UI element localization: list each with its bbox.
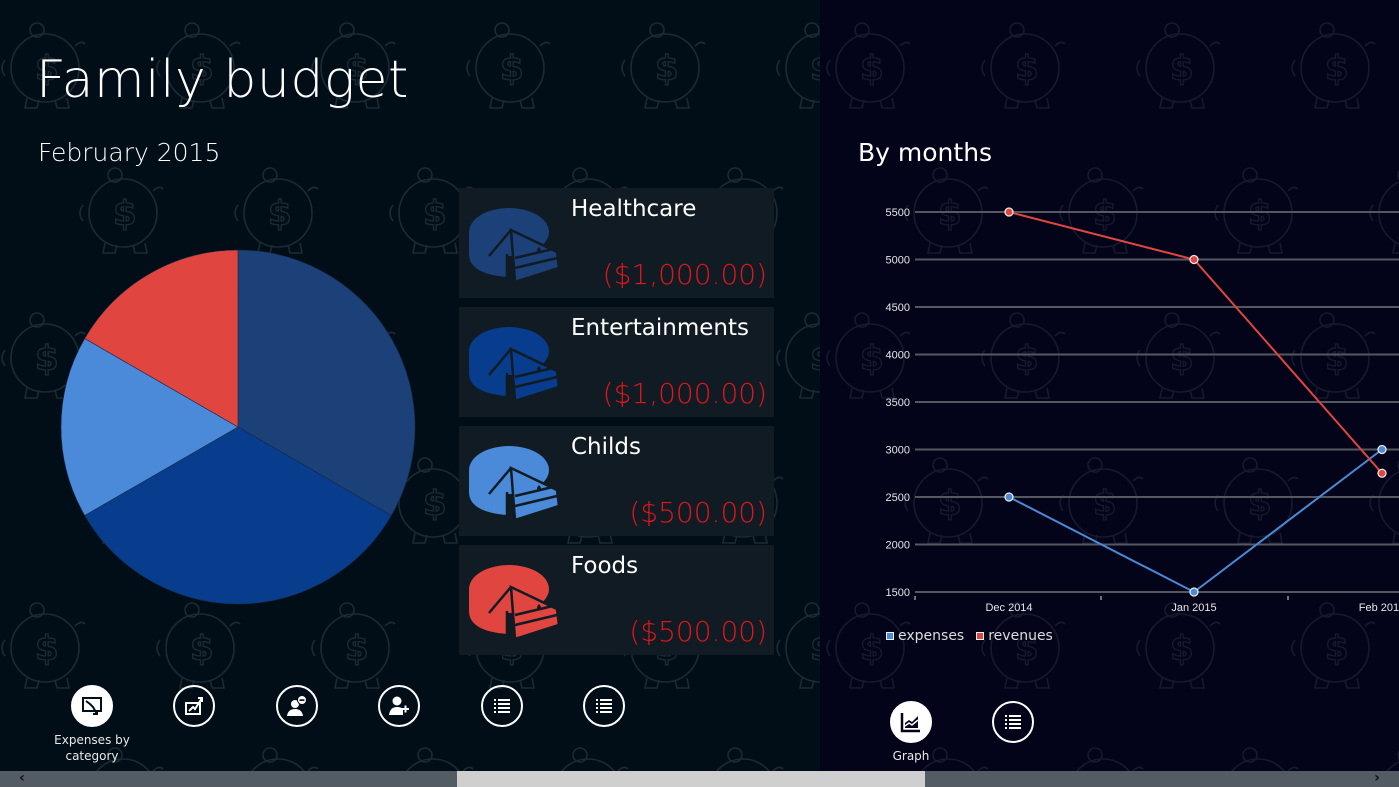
legend-item-revenues: revenues (976, 628, 1053, 644)
svg-text:5500: 5500 (886, 207, 910, 219)
svg-text:$: $ (113, 194, 137, 234)
svg-text:$: $ (345, 629, 369, 669)
chart-legend: expenses revenues (886, 628, 1053, 644)
data-point-expenses[interactable] (1189, 587, 1199, 597)
svg-text:Dec 2014: Dec 2014 (985, 602, 1032, 614)
scroll-left-arrow-icon[interactable]: ‹ (19, 770, 25, 786)
category-amount: ($1,000.00) (602, 377, 767, 410)
category-tile-healthcare[interactable]: Healthcare ($1,000.00) (459, 188, 774, 298)
svg-text:$: $ (1325, 629, 1349, 669)
svg-text:$: $ (423, 194, 447, 234)
list-icon (992, 701, 1034, 743)
svg-text:2000: 2000 (886, 540, 910, 552)
monthly-line-chart: 1500 2000 2500 3000 3500 4000 4500 5000 5500 Dec … (820, 190, 1399, 630)
remove-user-button[interactable] (245, 685, 349, 727)
category-name: Foods (571, 553, 639, 579)
data-point-revenues[interactable] (1004, 207, 1014, 217)
data-point-revenues[interactable] (1377, 468, 1387, 478)
svg-text:Jan 2015: Jan 2015 (1171, 602, 1216, 614)
category-name: Entertainments (571, 315, 749, 341)
category-tile-childs[interactable]: Childs ($500.00) (459, 426, 774, 536)
list-button-2[interactable] (552, 685, 656, 727)
by-months-panel: $$$$$$$$$$$$$$$$$$$$$$$$ By months 15002… (820, 0, 1399, 771)
scroll-right-arrow-icon[interactable]: › (1374, 770, 1380, 786)
scrollbar-thumb[interactable] (457, 771, 925, 787)
svg-text:$: $ (655, 49, 679, 89)
svg-text:2500: 2500 (886, 492, 910, 504)
graph-icon (890, 701, 932, 743)
add-user-icon (378, 685, 420, 727)
svg-text:$: $ (810, 339, 820, 379)
svg-text:3500: 3500 (886, 397, 910, 409)
horizontal-scrollbar[interactable]: ‹ › (0, 770, 1399, 787)
graph-button[interactable]: Graph (859, 701, 963, 764)
legend-item-expenses: expenses (886, 628, 964, 644)
pie-slice-entertainments[interactable] (84, 426, 392, 605)
chart-up-button[interactable] (142, 685, 246, 727)
category-tile-entertainments[interactable]: Entertainments ($1,000.00) (459, 307, 774, 417)
pie-chart-icon (467, 559, 561, 641)
pie-chart-icon (467, 321, 561, 403)
expenses-pie-chart (60, 249, 416, 605)
pie-slice-healthcare[interactable] (237, 249, 416, 516)
app-title: Family budget (36, 50, 409, 110)
data-point-revenues[interactable] (1189, 254, 1199, 265)
list-icon (481, 685, 523, 727)
line-expenses (1008, 448, 1383, 594)
remove-user-icon (276, 685, 318, 727)
svg-text:$: $ (190, 629, 214, 669)
svg-text:Feb 2015: Feb 2015 (1359, 602, 1399, 614)
svg-text:1500: 1500 (886, 587, 910, 599)
period-title: February 2015 (38, 138, 221, 167)
svg-text:$: $ (268, 194, 292, 234)
expenses-by-category-button[interactable]: Expenses by category (40, 685, 144, 764)
expenses-by-category-label: Expenses by category (54, 733, 130, 763)
svg-text:3000: 3000 (886, 445, 910, 457)
category-tile-foods[interactable]: Foods ($500.00) (459, 545, 774, 655)
data-point-expenses[interactable] (1377, 444, 1387, 455)
svg-text:$: $ (810, 49, 820, 89)
svg-text:$: $ (423, 484, 447, 524)
pie-chart-icon (467, 202, 561, 284)
category-list: Healthcare ($1,000.00) Entertainments ($… (459, 188, 774, 664)
add-user-button[interactable] (347, 685, 451, 727)
category-amount: ($500.00) (629, 496, 767, 529)
svg-text:5000: 5000 (886, 255, 910, 267)
svg-text:$: $ (1170, 629, 1194, 669)
svg-text:$: $ (860, 49, 884, 89)
svg-text:$: $ (1325, 49, 1349, 89)
graph-label: Graph (892, 749, 930, 763)
list-button-3[interactable] (961, 701, 1065, 743)
svg-text:$: $ (35, 629, 59, 669)
pie-chart-icon (467, 440, 561, 522)
legend-swatch (886, 632, 894, 640)
svg-text:$: $ (860, 629, 884, 669)
chart-up-icon (173, 685, 215, 727)
svg-text:$: $ (1170, 49, 1194, 89)
svg-text:$: $ (500, 49, 524, 89)
line-revenues (1008, 211, 1383, 474)
legend-label: revenues (988, 628, 1053, 644)
data-point-expenses[interactable] (1004, 492, 1014, 502)
legend-label: expenses (898, 628, 965, 644)
svg-text:$: $ (35, 339, 59, 379)
by-months-title: By months (858, 138, 993, 167)
chart-down-icon (71, 685, 113, 727)
list-button-1[interactable] (450, 685, 554, 727)
pie-slice-foods[interactable] (84, 249, 239, 428)
legend-swatch (976, 632, 985, 640)
list-icon (583, 685, 625, 727)
category-amount: ($500.00) (629, 615, 767, 648)
svg-text:$: $ (1015, 49, 1039, 89)
svg-text:4000: 4000 (886, 350, 910, 362)
svg-text:4500: 4500 (886, 302, 910, 314)
category-name: Childs (571, 434, 641, 460)
pie-slice-childs[interactable] (60, 338, 239, 516)
category-name: Healthcare (571, 196, 697, 222)
svg-text:$: $ (810, 629, 820, 669)
category-amount: ($1,000.00) (602, 258, 767, 291)
expenses-panel: $$$$$$$$$$$$$$$$$$$$$$$$$$$$$$$$$ Family… (1, 22, 820, 771)
